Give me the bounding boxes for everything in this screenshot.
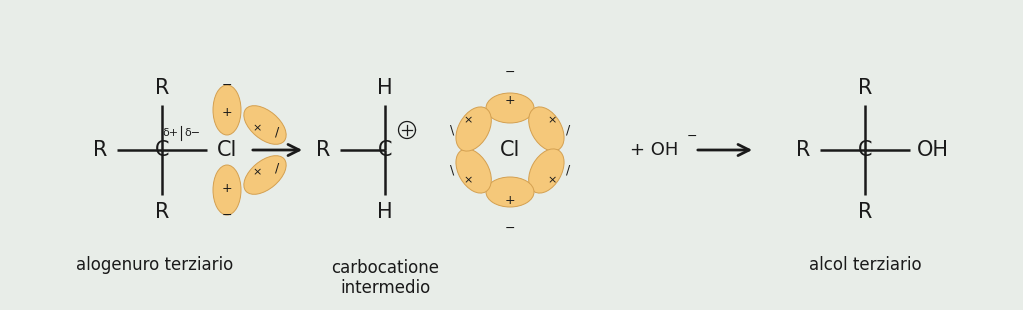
Text: Cl: Cl [500, 140, 520, 160]
Text: + OH: + OH [630, 141, 678, 159]
Text: \: \ [450, 123, 454, 136]
Text: H: H [377, 202, 393, 222]
Text: R: R [154, 78, 169, 98]
Text: +: + [504, 193, 516, 206]
Ellipse shape [456, 107, 491, 151]
Text: ×: × [463, 175, 473, 185]
Text: /: / [275, 162, 279, 175]
Text: δ+: δ+ [162, 128, 178, 138]
Text: R: R [858, 202, 873, 222]
Text: alcol terziario: alcol terziario [809, 256, 922, 274]
Text: +: + [222, 181, 232, 194]
Text: /: / [566, 163, 570, 176]
Text: −: − [222, 209, 232, 222]
Ellipse shape [243, 106, 286, 144]
Ellipse shape [486, 177, 534, 207]
Ellipse shape [213, 165, 241, 215]
Text: −: − [222, 78, 232, 91]
Text: ×: × [547, 175, 557, 185]
Text: C: C [377, 140, 392, 160]
Text: R: R [858, 78, 873, 98]
Text: ×: × [547, 115, 557, 125]
Text: C: C [857, 140, 873, 160]
Ellipse shape [486, 93, 534, 123]
Text: −: − [504, 65, 516, 78]
Text: H: H [377, 78, 393, 98]
Text: ×: × [463, 115, 473, 125]
Ellipse shape [243, 156, 286, 194]
Text: Cl: Cl [217, 140, 237, 160]
Text: ×: × [253, 167, 262, 177]
Text: alogenuro terziario: alogenuro terziario [77, 256, 233, 274]
Text: R: R [93, 140, 107, 160]
Ellipse shape [213, 85, 241, 135]
Text: +: + [222, 105, 232, 118]
Text: ×: × [253, 123, 262, 133]
Ellipse shape [529, 107, 564, 151]
Text: carbocatione
intermedio: carbocatione intermedio [331, 259, 439, 297]
Ellipse shape [456, 149, 491, 193]
Text: R: R [154, 202, 169, 222]
Text: −: − [686, 130, 698, 143]
Text: −: − [504, 222, 516, 234]
Text: R: R [796, 140, 810, 160]
Text: OH: OH [917, 140, 949, 160]
Text: R: R [316, 140, 330, 160]
Text: /: / [566, 123, 570, 136]
Text: \: \ [450, 163, 454, 176]
Text: C: C [154, 140, 169, 160]
Text: /: / [275, 126, 279, 139]
Text: δ−: δ− [184, 128, 201, 138]
Ellipse shape [529, 149, 564, 193]
Text: +: + [504, 94, 516, 107]
